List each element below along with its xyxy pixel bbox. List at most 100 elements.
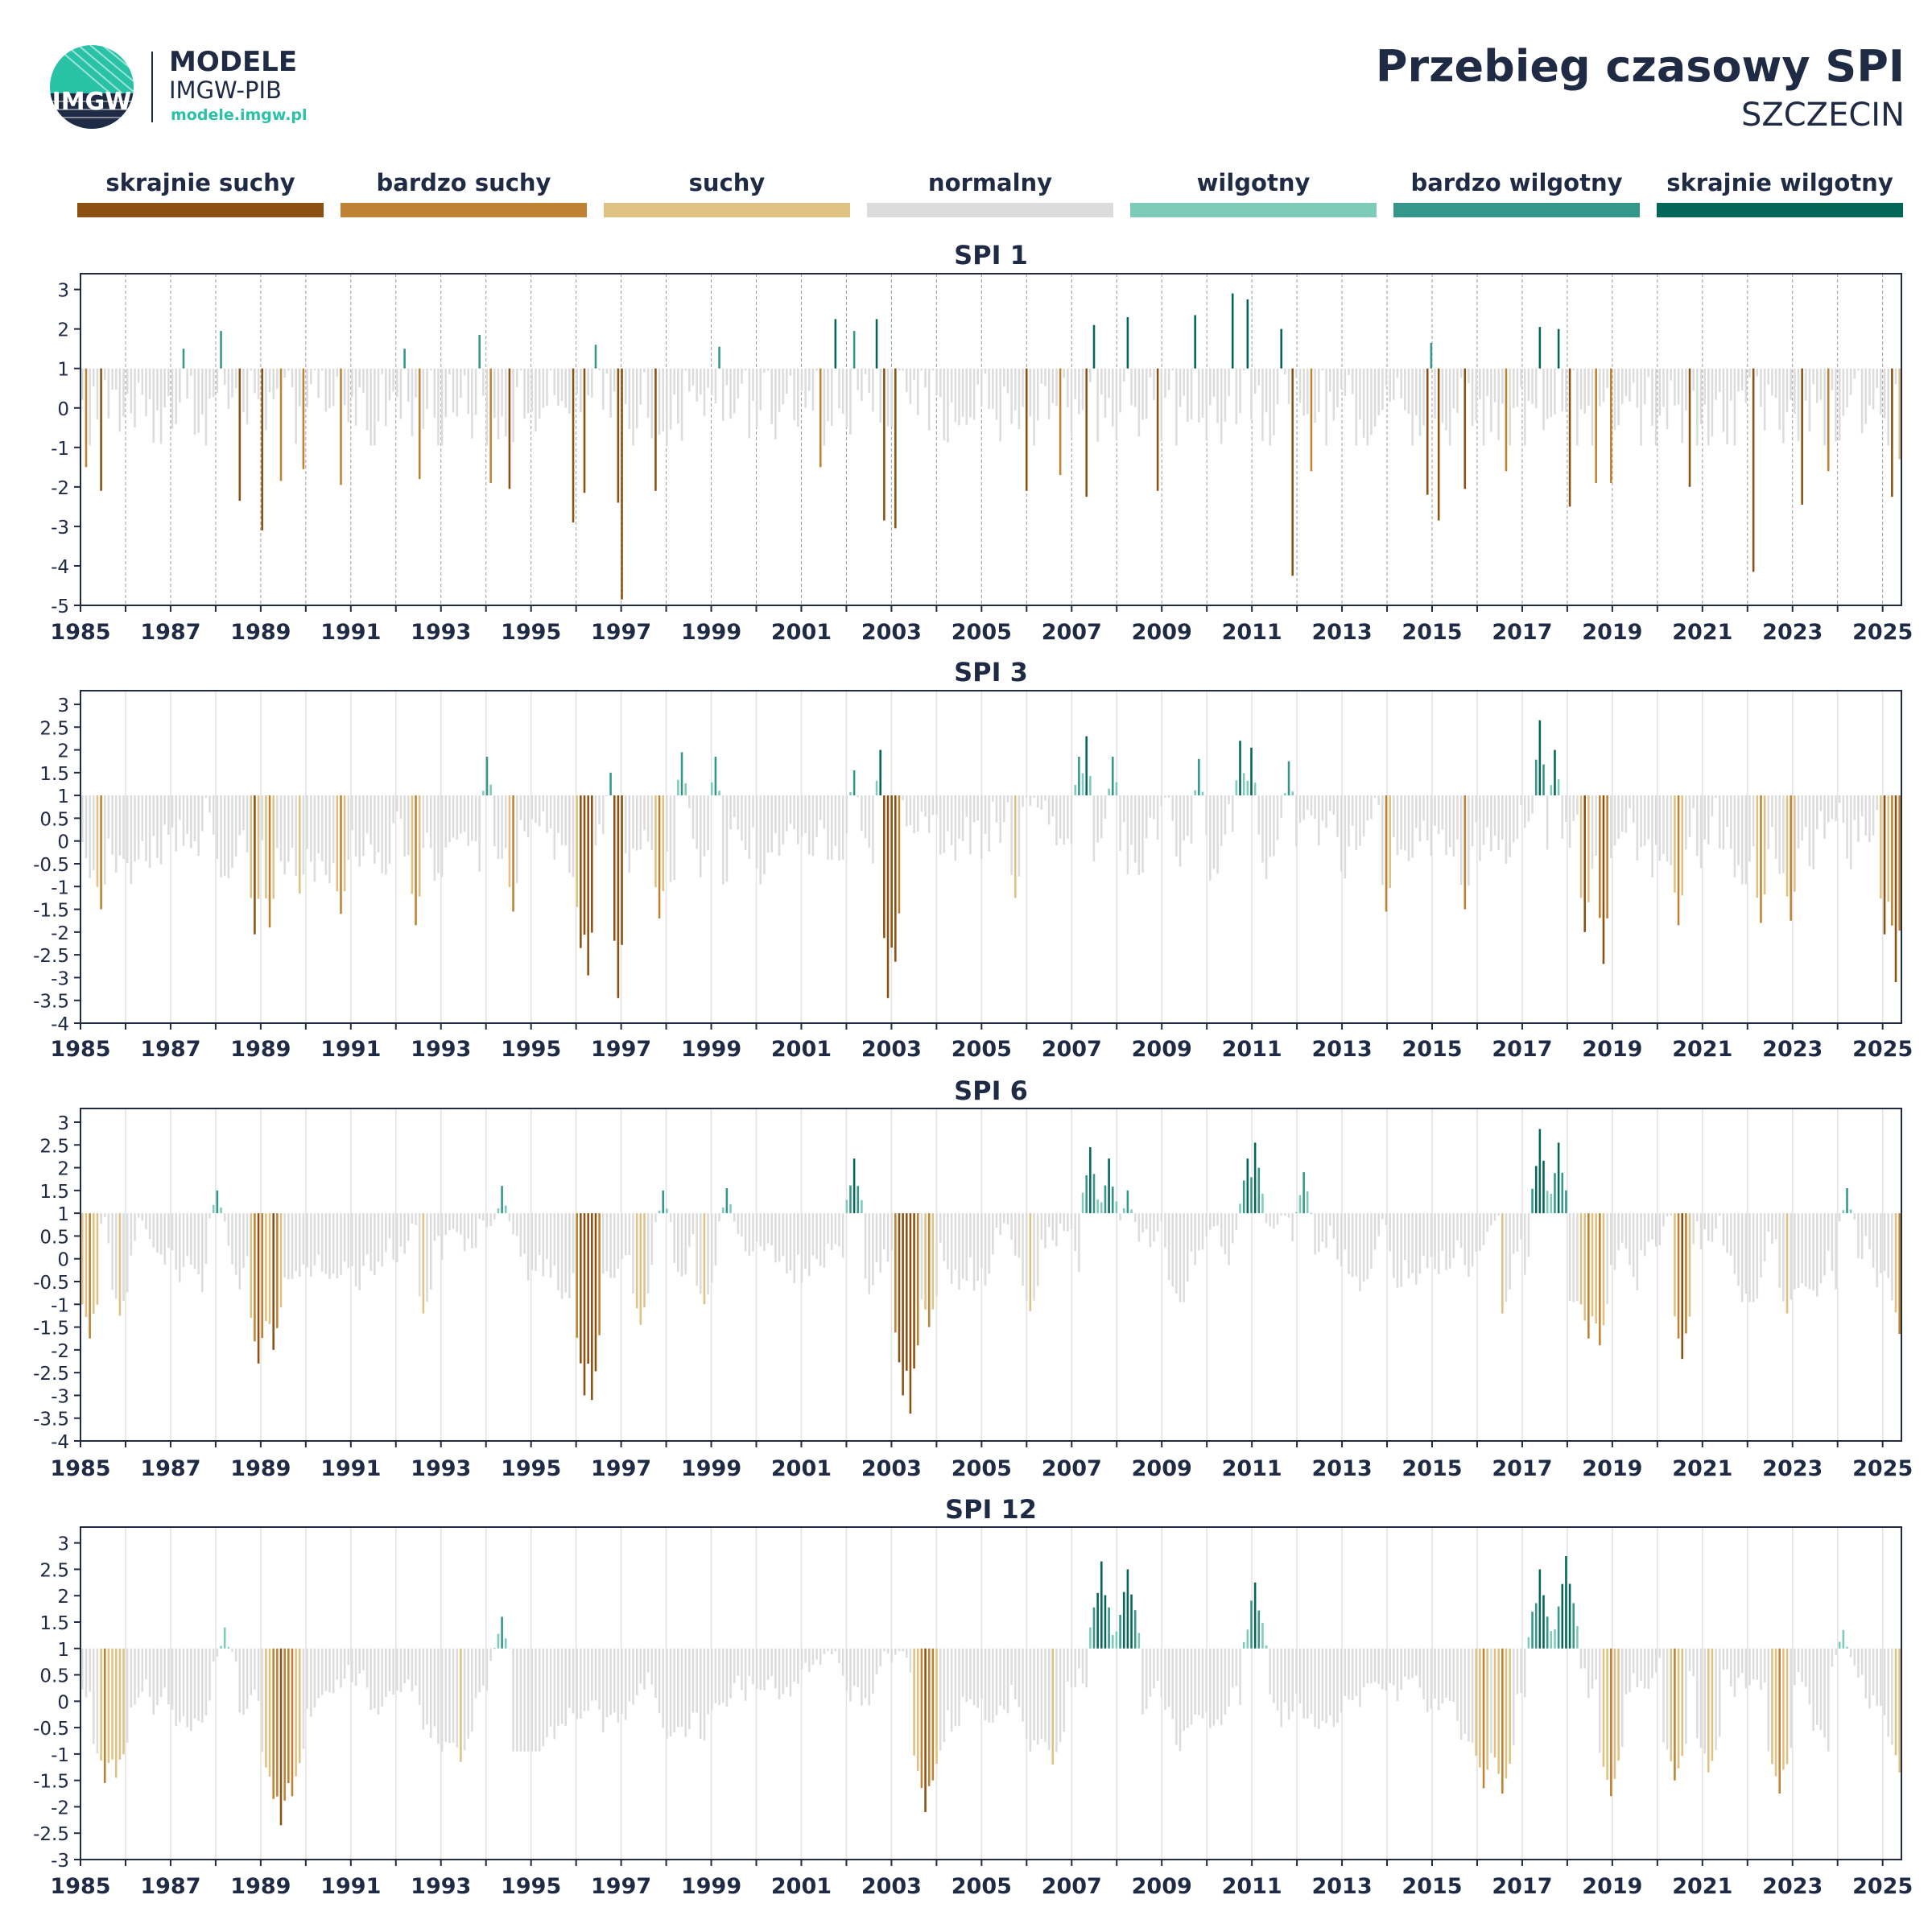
spi-bar [1411,1648,1414,1678]
y-tick-label: -3 [51,518,69,539]
spi-bar [1220,795,1223,846]
spi-bar [961,1213,964,1279]
spi-bar [1658,368,1662,416]
spi-bar [1685,795,1687,850]
spi-bar [1674,368,1676,406]
spi-bar [1654,795,1657,845]
spi-bar [834,1648,837,1652]
spi-bar [1003,1648,1005,1710]
spi-bar [1220,368,1223,444]
spi-bar [580,1213,582,1364]
spi-bar [351,795,353,831]
spi-bar [1430,342,1433,369]
spi-bar [1651,1648,1653,1678]
spi-bar [1771,368,1773,396]
spi-bar [1317,1648,1320,1729]
x-tick-label: 1995 [501,1037,561,1062]
spi-bar [621,1648,623,1715]
spi-bar [755,1648,758,1689]
spi-bar [1111,368,1114,427]
spi-bar [913,1213,915,1368]
spi-bar [1171,795,1174,821]
spi-bar [1853,795,1856,820]
spi-bar [1040,1213,1043,1240]
spi-bar [609,368,612,419]
spi-bar [1737,1648,1740,1678]
spi-bar [497,1633,500,1649]
spi-bar [1381,368,1384,411]
spi-bar [1613,795,1616,846]
spi-bar [1534,368,1538,409]
spi-bar [103,1648,106,1783]
spi-bar [1722,368,1725,432]
spi-bar [1894,1648,1897,1756]
spi-bar [456,795,459,840]
spi-bar [1018,1213,1021,1258]
spi-bar [1662,368,1665,407]
spi-bar [811,1648,815,1666]
spi-bar [943,1213,946,1261]
spi-bar [778,1213,781,1262]
spi-bar [93,1213,95,1315]
legend-label: normalny [927,169,1053,196]
spi-bar [1235,1213,1238,1231]
spi-bar [1302,368,1305,416]
spi-bar [1310,1648,1313,1714]
spi-bar [741,368,743,384]
spi-bar [1445,1213,1447,1270]
spi-bar [890,368,893,427]
spi-bar [1119,368,1121,413]
spi-bar [519,1213,522,1257]
spi-bar [1441,1213,1444,1251]
spi-bar [841,368,844,414]
spi-bar [1688,1648,1691,1671]
spi-bar [1696,1213,1699,1222]
spi-bar [291,1648,294,1797]
spi-bar [643,368,646,373]
spi-bar [156,368,159,411]
spi-bar [317,1213,320,1255]
spi-bar [1482,795,1485,845]
spi-bar [1078,1213,1080,1273]
spi-bar [598,1648,601,1710]
spi-bar [377,795,380,852]
legend-label: skrajnie wilgotny [1666,169,1893,196]
spi-bar [167,1213,170,1249]
spi-bar [834,319,837,369]
spi-bar [1059,795,1062,839]
spi-bar [171,368,174,429]
spi-bar [1835,368,1837,442]
spi-bar [1497,368,1500,440]
spi-bar [927,1213,931,1327]
spi-bar [1782,1213,1785,1302]
spi-bar [1748,795,1751,862]
spi-bar [530,1648,534,1752]
spi-bar [179,1648,181,1723]
spi-bar [1823,1213,1826,1276]
spi-bar [1137,1633,1141,1649]
spi-bar [1658,795,1662,861]
spi-bar [624,1213,627,1256]
spi-bar [617,368,620,503]
logo-url-link[interactable]: modele.imgw.pl [171,106,308,124]
spi-bar [916,1648,919,1771]
spi-bar [1273,795,1275,857]
spi-bar [223,1627,226,1649]
y-tick-label: 0 [57,399,69,420]
spi-bar [1067,1648,1069,1682]
spi-bar [175,795,177,852]
spi-bar [1108,368,1110,398]
spi-bar [478,335,481,369]
spi-bar [1070,795,1073,844]
spi-bar [696,795,698,849]
spi-bar [598,795,601,825]
spi-bar [980,368,983,407]
spi-bar [250,795,253,898]
spi-bar [1752,368,1755,572]
spi-bar [1490,368,1492,432]
spi-bar [1381,1213,1384,1220]
spi-bar [807,795,811,855]
spi-bar [216,368,219,394]
spi-bar [512,368,514,443]
spi-bar [190,368,192,376]
